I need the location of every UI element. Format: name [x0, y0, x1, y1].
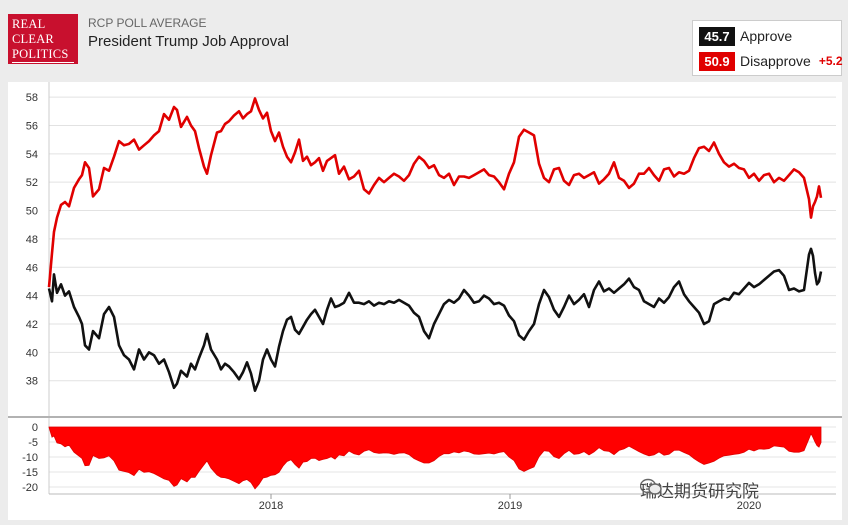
y-tick-label: 50 — [26, 206, 38, 218]
spread-area — [48, 426, 822, 490]
y-tick-label: 54 — [26, 149, 38, 161]
y-tick-label: 46 — [26, 262, 38, 274]
x-tick-label: 2020 — [737, 500, 761, 512]
wechat-icon — [640, 478, 662, 495]
y-tick-label: 48 — [26, 234, 38, 246]
y-tick-label: 58 — [26, 92, 38, 104]
poll-average-eyebrow: RCP POLL AVERAGE — [88, 16, 207, 30]
disapprove-value: 50.9 — [699, 51, 735, 71]
y-tick-label: 42 — [26, 319, 38, 331]
spread-y-tick-label: -10 — [22, 452, 38, 464]
y-tick-label: 56 — [26, 120, 38, 132]
series-line-approve — [47, 247, 823, 392]
y-tick-label: 38 — [26, 376, 38, 388]
legend-disapprove[interactable]: 50.9 Disapprove +5.2 — [699, 51, 843, 71]
approve-label: Approve — [740, 28, 793, 44]
watermark: 瑞达期货研究院 — [640, 478, 759, 502]
spread-y-tick-label: -5 — [28, 437, 38, 449]
legend-box: 45.7 Approve 50.9 Disapprove +5.2 — [692, 20, 843, 76]
y-tick-label: 44 — [26, 291, 38, 303]
spread-value: +5.2 — [818, 54, 843, 68]
chart-svg[interactable]: 38 40 42 44 46 48 50 52 54 56 58 0 -5 -10 -15 -20 2018 20… — [8, 82, 842, 520]
chart-title: President Trump Job Approval — [88, 33, 289, 50]
y-tick-label: 52 — [26, 177, 38, 189]
logo-line-2: CLEAR — [12, 32, 54, 46]
x-tick-label: 2019 — [498, 500, 522, 512]
logo-line-1: REAL — [12, 17, 46, 31]
y-tick-label: 40 — [26, 347, 38, 359]
approve-value: 45.7 — [699, 26, 735, 46]
legend-approve[interactable]: 45.7 Approve — [699, 26, 792, 46]
chart-area[interactable]: 38 40 42 44 46 48 50 52 54 56 58 0 -5 -10 -15 -20 2018 20… — [8, 82, 842, 520]
series-line-disapprove — [47, 97, 823, 288]
spread-y-tick-label: 0 — [32, 422, 38, 434]
watermark-text: 瑞达期货研究院 — [640, 481, 759, 502]
logo-line-3: POLITICS — [12, 47, 74, 63]
spread-y-tick-label: -20 — [22, 482, 38, 494]
disapprove-label: Disapprove — [740, 53, 811, 69]
x-tick-label: 2018 — [259, 500, 283, 512]
chart-header: REAL CLEAR POLITICS RCP POLL AVERAGE Pre… — [0, 0, 848, 82]
realclearpolitics-logo[interactable]: REAL CLEAR POLITICS — [8, 14, 78, 64]
spread-y-tick-label: -15 — [22, 467, 38, 479]
